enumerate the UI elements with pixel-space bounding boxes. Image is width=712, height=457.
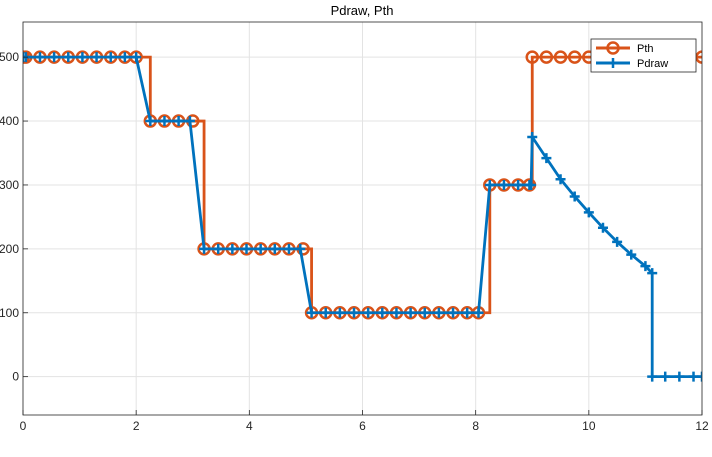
data-point-pdraw (513, 179, 524, 190)
legend-pdraw-marker (608, 58, 618, 68)
data-point-pdraw (377, 307, 388, 318)
data-point-pdraw (227, 243, 238, 254)
data-point-pdraw (105, 52, 116, 63)
data-point-pdraw (306, 307, 317, 318)
data-point-pdraw (34, 52, 45, 63)
data-point-pdraw (660, 371, 671, 382)
data-point-pdraw (213, 243, 224, 254)
data-point-pth (695, 50, 702, 64)
data-point-pdraw (647, 268, 658, 279)
data-point-pdraw (583, 207, 594, 218)
data-point-pdraw (526, 179, 537, 190)
data-point-pth (553, 50, 568, 64)
data-point-pdraw (405, 307, 416, 318)
chart-title: Pdraw, Pth (331, 3, 394, 18)
legend-pdraw-label: Pdraw (637, 58, 668, 70)
data-point-pdraw (647, 371, 658, 382)
data-point-pdraw (697, 371, 702, 382)
y-tick-label: 500 (0, 50, 19, 64)
y-tick-label: 400 (0, 114, 19, 128)
data-point-pdraw (131, 52, 142, 63)
y-tick-label: 0 (12, 370, 19, 384)
x-tick-label: 0 (20, 419, 27, 433)
data-point-pth (539, 50, 554, 64)
y-tick-label: 200 (0, 242, 19, 256)
data-point-pdraw (473, 307, 484, 318)
data-point-pdraw (255, 243, 266, 254)
data-point-pdraw (49, 52, 60, 63)
data-point-pdraw (145, 116, 156, 127)
data-point-pdraw (597, 222, 608, 233)
data-point-pdraw (674, 371, 685, 382)
data-point-pdraw (349, 307, 360, 318)
data-point-pdraw (269, 243, 280, 254)
ticks: 0 2 4 6 8 10 12 0 100 200 300 400 500 (0, 50, 709, 433)
data-point-pdraw (241, 243, 252, 254)
data-point-pdraw (419, 307, 430, 318)
data-point-pdraw (433, 307, 444, 318)
data-point-pth (567, 50, 582, 64)
data-point-pdraw (541, 153, 552, 164)
data-point-pdraw (77, 52, 88, 63)
x-tick-label: 2 (133, 419, 140, 433)
y-tick-label: 300 (0, 178, 19, 192)
grid (22, 22, 703, 415)
data-point-pth (525, 50, 539, 64)
data-point-pdraw (626, 249, 637, 260)
data-point-pdraw (320, 307, 331, 318)
series-pdraw (23, 52, 702, 382)
x-tick-label: 10 (582, 419, 596, 433)
data-point-pdraw (527, 132, 538, 143)
data-point-pdraw (640, 261, 651, 272)
x-tick-label: 4 (246, 419, 253, 433)
data-point-pdraw (159, 116, 170, 127)
data-point-pdraw (119, 52, 130, 63)
data-point-pdraw (448, 307, 459, 318)
x-tick-label: 12 (695, 419, 709, 433)
data-point-pdraw (363, 307, 374, 318)
x-tick-label: 8 (472, 419, 479, 433)
data-point-pdraw (184, 116, 195, 127)
data-point-pdraw (283, 243, 294, 254)
data-point-pdraw (569, 191, 580, 202)
data-point-pdraw (199, 243, 210, 254)
data-point-pdraw (555, 174, 566, 185)
data-point-pdraw (91, 52, 102, 63)
data-point-pdraw (688, 371, 699, 382)
data-point-pdraw (295, 243, 306, 254)
data-point-pdraw (391, 307, 402, 318)
legend: Pth Pdraw (590, 38, 697, 73)
y-tick-label: 100 (0, 306, 19, 320)
data-point-pdraw (63, 52, 74, 63)
legend-pth-label: Pth (637, 43, 654, 55)
data-point-pdraw (462, 307, 473, 318)
data-point-pdraw (173, 116, 184, 127)
x-tick-label: 6 (359, 419, 366, 433)
data-point-pdraw (498, 179, 509, 190)
data-point-pdraw (334, 307, 345, 318)
data-point-pdraw (484, 179, 495, 190)
data-point-pdraw (612, 236, 623, 247)
legend-pth-marker (606, 41, 620, 55)
